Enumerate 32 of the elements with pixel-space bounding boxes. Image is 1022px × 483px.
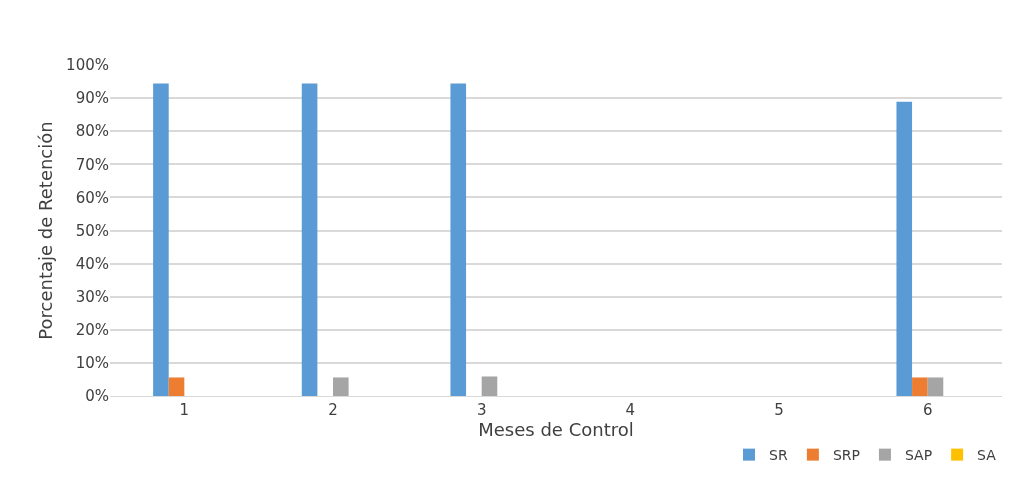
y-tick-label: 60% [75,188,109,207]
y-tick-label: 100% [66,56,109,75]
x-tick-label: 2 [328,401,338,419]
legend-label: SAP [904,447,933,464]
bar [153,83,169,396]
y-tick-label: 80% [75,122,109,141]
y-tick-label: 20% [75,321,109,340]
y-tick-label: 50% [75,221,109,240]
y-tick-label: 10% [75,354,109,373]
x-tick-label: 1 [179,401,190,419]
legend-label: SRP [832,447,860,464]
x-tick-label: 5 [774,401,784,419]
legend-label: SA [977,447,997,464]
y-tick-label: 40% [75,254,109,273]
legend-label: SR [769,447,788,464]
y-axis-title: Porcentaje de Retención [35,121,57,340]
y-tick-label: 0% [85,387,109,406]
y-tick-label: 30% [75,287,109,306]
bar [333,377,349,396]
x-tick-label: 6 [922,401,933,419]
bar [912,377,928,396]
bar [450,83,467,396]
bar [896,101,913,396]
y-tick-label: 90% [75,89,109,108]
bar [168,377,185,396]
x-tick-label: 3 [476,401,487,419]
x-tick-label: 4 [625,401,636,419]
bar [301,83,318,396]
bar [927,377,944,396]
y-tick-label: 70% [75,155,109,174]
bar [481,376,498,396]
x-axis-title: Meses de Control [478,419,634,440]
